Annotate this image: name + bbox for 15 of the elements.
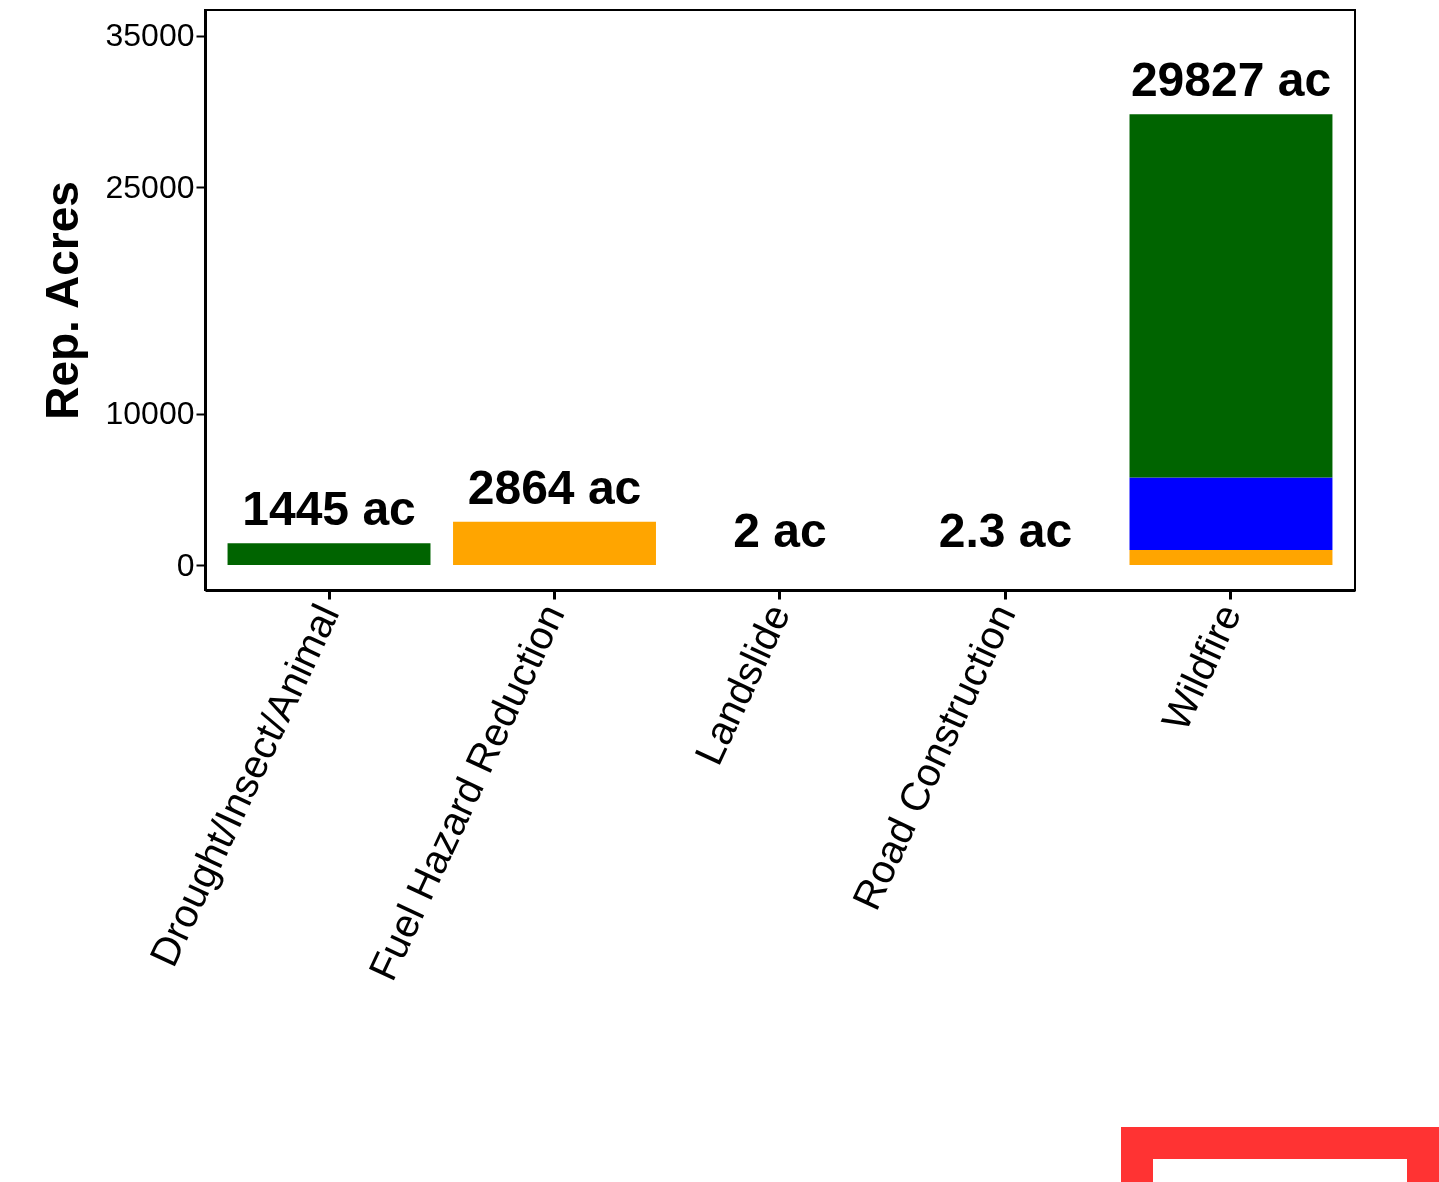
bar	[227, 543, 431, 566]
total-label: 1445 ac	[242, 482, 416, 536]
total-label: 2864 ac	[467, 460, 642, 514]
y-tick-label: 35000	[105, 17, 195, 54]
total-label: 2 ac	[733, 504, 827, 558]
y-axis-title: Rep. Acres	[35, 181, 88, 420]
total-label: 2.3 ac	[938, 504, 1073, 558]
y-tick-label: 10000	[105, 395, 195, 432]
bar	[453, 521, 656, 566]
bar	[1129, 477, 1333, 550]
y-tick-label: 25000	[105, 168, 195, 205]
y-tick-label: 0	[176, 546, 195, 583]
bar	[1129, 549, 1333, 566]
total-label: 29827 ac	[1130, 53, 1332, 107]
bar	[1129, 114, 1333, 478]
